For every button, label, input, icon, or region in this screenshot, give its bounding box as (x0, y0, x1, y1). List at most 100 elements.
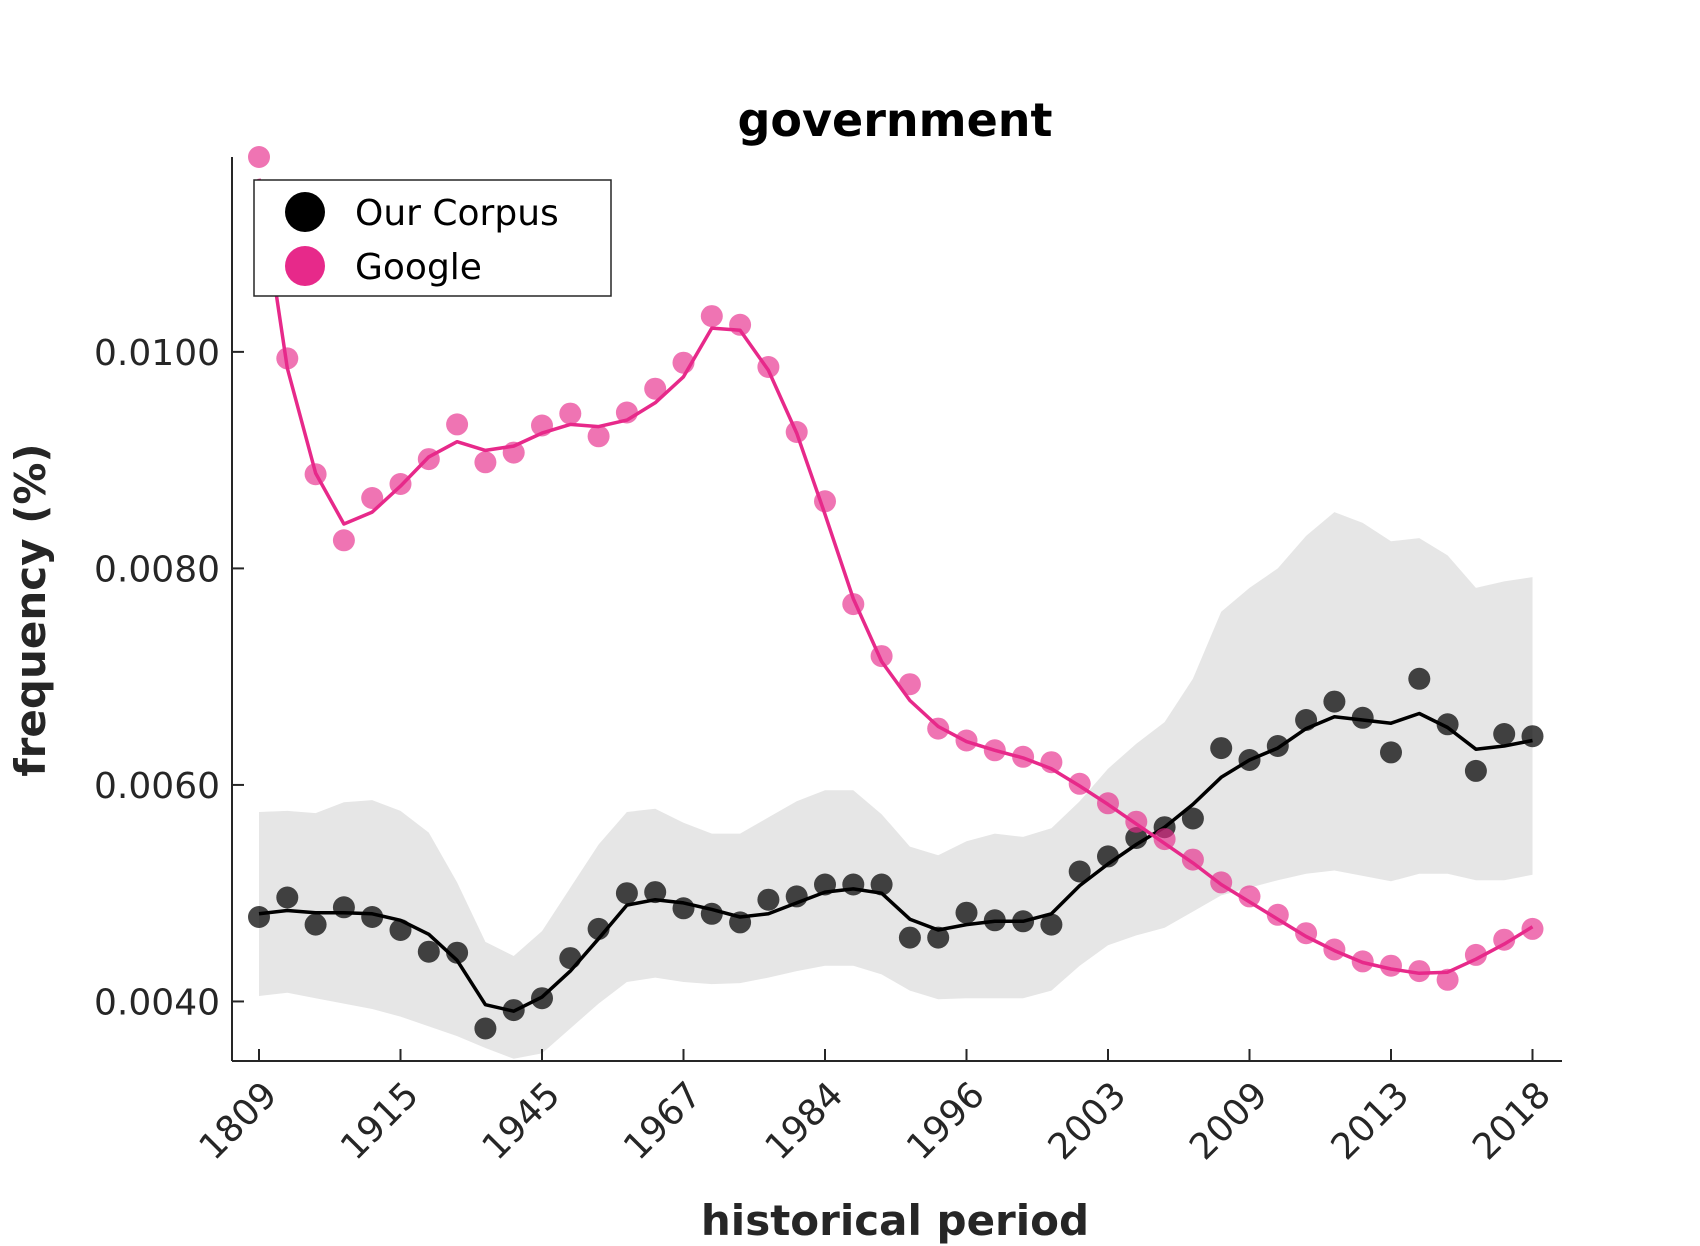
data-point-our-corpus (531, 987, 553, 1010)
data-point-our-corpus (927, 926, 950, 949)
data-point-our-corpus (1464, 759, 1487, 782)
data-point-our-corpus (304, 913, 327, 936)
data-point-our-corpus (644, 881, 667, 904)
data-point-our-corpus (1012, 910, 1035, 933)
data-point-our-corpus (587, 917, 610, 940)
data-point-our-corpus (615, 882, 638, 905)
data-point-google (1521, 917, 1544, 940)
y-axis-label: frequency (%) (6, 443, 55, 776)
series-layer (248, 146, 1544, 1040)
data-point-google (757, 356, 780, 378)
series-google (248, 146, 1544, 991)
data-point-google (700, 305, 723, 328)
data-point-our-corpus (1295, 709, 1318, 731)
legend-label-our-corpus: Our Corpus (355, 193, 559, 234)
data-point-google (1012, 745, 1035, 768)
data-point-our-corpus (672, 897, 695, 920)
y-tick-label: 0.0100 (94, 333, 220, 374)
data-point-google (814, 490, 836, 513)
data-point-our-corpus (1181, 807, 1204, 830)
data-point-our-corpus (446, 941, 469, 964)
data-point-google (955, 729, 978, 752)
data-point-google (474, 451, 497, 474)
series-line-google (257, 178, 1534, 976)
data-point-our-corpus (559, 947, 582, 970)
data-point-our-corpus (1408, 667, 1431, 690)
data-point-our-corpus (955, 901, 978, 924)
data-point-our-corpus (1238, 749, 1261, 771)
data-point-our-corpus (361, 906, 384, 928)
chart-title: government (737, 93, 1052, 147)
data-point-google (248, 146, 270, 168)
data-point-google (1266, 903, 1289, 926)
data-point-our-corpus (1351, 706, 1374, 729)
data-point-our-corpus (502, 999, 525, 1022)
data-point-our-corpus (1521, 725, 1544, 748)
legend-label-google: Google (355, 247, 482, 288)
data-point-google (446, 413, 469, 436)
data-point-google (615, 401, 638, 424)
data-point-our-corpus (1493, 723, 1516, 745)
data-point-google (502, 441, 525, 464)
legend: Our Corpus Google (253, 179, 612, 297)
data-point-google (1464, 943, 1487, 966)
data-point-google (1068, 772, 1091, 795)
y-tick-label: 0.0060 (94, 766, 220, 807)
data-point-google (927, 717, 950, 740)
data-point-our-corpus (248, 906, 270, 928)
data-point-google (1436, 968, 1459, 991)
data-point-our-corpus (1266, 735, 1289, 757)
data-point-google (983, 739, 1006, 762)
data-point-our-corpus (1040, 913, 1063, 936)
data-point-google (898, 673, 921, 696)
data-point-google (1323, 938, 1346, 961)
data-point-google (1380, 954, 1402, 977)
data-point-google (842, 593, 865, 616)
x-axis-label: historical period (701, 1196, 1089, 1245)
data-point-google (1238, 885, 1261, 908)
data-point-our-corpus (276, 886, 299, 909)
data-point-google (870, 645, 893, 668)
data-point-google (1408, 960, 1431, 983)
data-point-our-corpus (757, 888, 780, 911)
data-point-our-corpus (842, 873, 865, 896)
y-tick-label: 0.0040 (94, 982, 220, 1023)
data-point-our-corpus (417, 940, 440, 963)
data-point-google (1351, 950, 1374, 973)
data-point-google (332, 529, 355, 552)
series-line-our-corpus (258, 711, 1533, 1013)
data-point-google (304, 463, 327, 486)
data-point-google (644, 377, 667, 400)
data-point-google (1295, 922, 1318, 945)
data-point-our-corpus (1380, 741, 1402, 764)
data-point-google (729, 313, 752, 336)
data-point-google (1097, 792, 1119, 815)
data-point-google (587, 425, 610, 448)
data-point-google (672, 351, 695, 374)
data-point-our-corpus (474, 1017, 497, 1040)
data-point-google (559, 402, 582, 425)
data-point-our-corpus (1068, 860, 1091, 883)
data-point-our-corpus (332, 896, 355, 919)
band-area (259, 512, 1533, 1059)
data-point-our-corpus (814, 873, 836, 896)
data-point-google (1493, 928, 1516, 951)
data-point-google (531, 414, 553, 437)
series-our-corpus (248, 667, 1544, 1040)
data-point-our-corpus (729, 911, 752, 934)
data-point-google (785, 421, 808, 443)
data-point-our-corpus (1436, 713, 1459, 736)
data-point-google (1210, 871, 1233, 894)
data-point-our-corpus (389, 919, 412, 941)
data-point-google (1153, 828, 1176, 851)
data-point-our-corpus (983, 909, 1006, 932)
data-point-our-corpus (898, 926, 921, 949)
data-point-google (389, 473, 412, 495)
data-point-google (1040, 751, 1063, 774)
data-point-google (276, 347, 299, 370)
data-point-our-corpus (1323, 690, 1346, 713)
data-point-our-corpus (1125, 827, 1148, 849)
data-point-google (417, 448, 440, 471)
data-point-google (1181, 848, 1204, 871)
